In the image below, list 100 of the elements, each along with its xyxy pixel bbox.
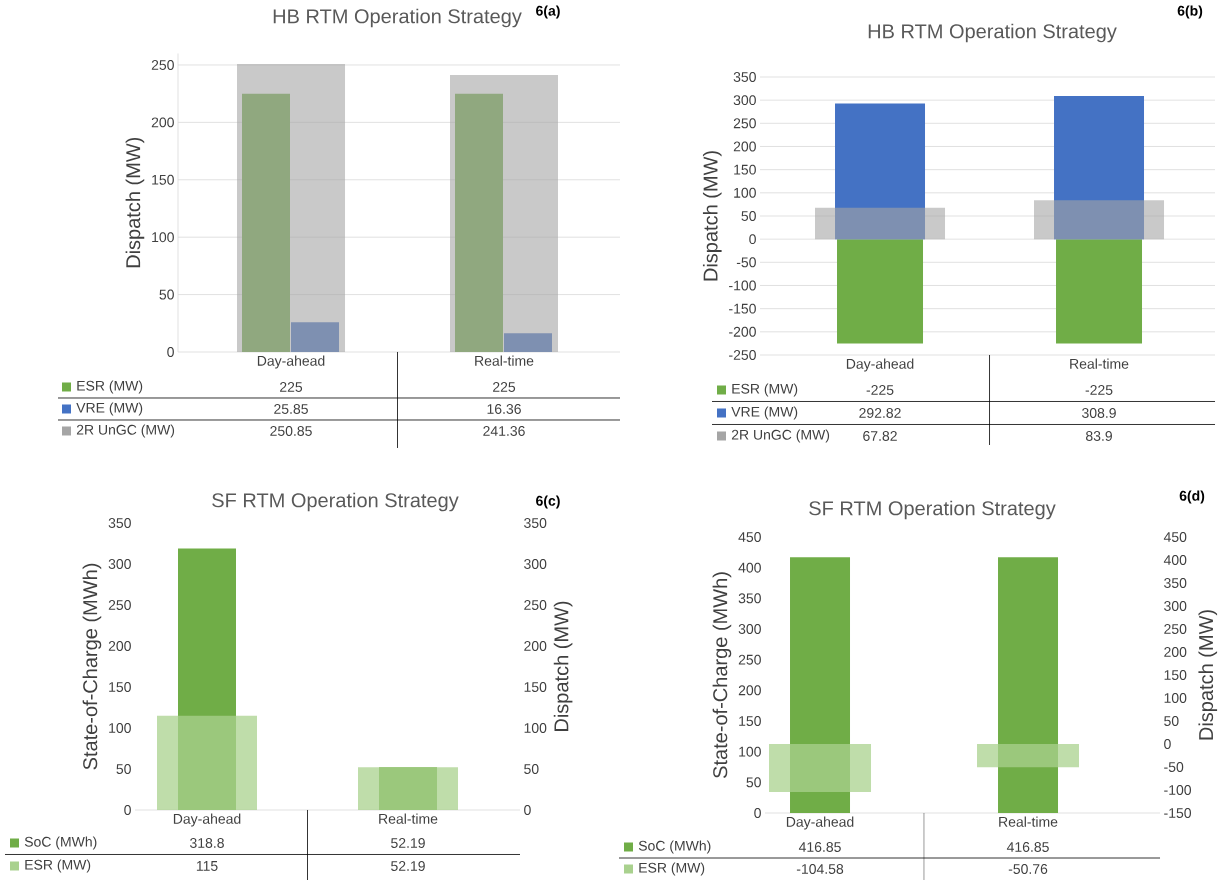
y2-tick-label: -50 [1164, 762, 1184, 772]
y-tick-label: 350 [733, 72, 756, 82]
y-tick-label: 200 [738, 685, 761, 696]
y2-tick-label: 200 [524, 641, 547, 651]
y-tick-label: 350 [738, 593, 761, 604]
data-label: 52.19 [391, 861, 425, 871]
y-tick-label: 150 [734, 164, 756, 175]
y-tick-label: 300 [108, 559, 131, 569]
legend-label: VRE (MW) [731, 406, 798, 420]
y-tick-label: 450 [738, 532, 761, 542]
y-tick-label: -50 [736, 257, 756, 268]
y-tick-label: 100 [739, 746, 761, 757]
y-tick-label: 150 [152, 174, 174, 185]
data-label: 225 [280, 382, 303, 392]
data-label: -225 [1085, 385, 1113, 395]
y-tick-label: 0 [754, 808, 761, 818]
y-tick-label: 50 [159, 289, 174, 300]
y2-tick-label: 100 [1164, 693, 1187, 703]
y2-tick-label: 350 [1164, 578, 1187, 588]
data-label: 83.9 [1086, 431, 1112, 441]
y-tick-label: 300 [733, 95, 756, 106]
data-label: 25.85 [274, 404, 308, 414]
text: 6(a) [536, 5, 560, 19]
y-tick-label: 100 [109, 723, 131, 733]
chart-title: SF RTM Operation Strategy [212, 492, 459, 512]
legend-label: ESR (MW) [25, 859, 91, 873]
legend-label: ESR (MW) [639, 862, 705, 876]
y-tick-label: -150 [729, 303, 756, 314]
data-label: 416.85 [798, 842, 841, 852]
y2-tick-label: 100 [524, 723, 547, 733]
y2-tick-label: 50 [524, 764, 539, 774]
y-tick-label: 50 [741, 211, 756, 221]
x-tick-label: Real-time [1070, 358, 1129, 369]
y2-tick-label: 450 [1163, 532, 1187, 542]
x-tick-label: Day-ahead [786, 816, 854, 830]
text: 6(c) [536, 495, 560, 509]
data-label: 308.9 [1082, 408, 1116, 418]
x-tick-label: Real-time [999, 816, 1058, 827]
data-label: 318.8 [190, 838, 224, 848]
y2-tick-label: 300 [524, 559, 547, 569]
data-label: 292.82 [859, 408, 901, 418]
y2-tick-label: 0 [524, 805, 531, 815]
y-tick-label: 300 [738, 624, 761, 634]
chart-title: SF RTM Operation Strategy [809, 500, 1056, 520]
data-label: -104.58 [796, 864, 844, 874]
data-label: 16.36 [487, 404, 521, 414]
x-tick-label: Real-time [379, 813, 438, 824]
y2-tick-label: 350 [524, 518, 547, 528]
y-axis-title: State-of-Charge (MWh) [82, 563, 102, 770]
text: 6(b) [1177, 5, 1203, 19]
y-tick-label: 250 [738, 654, 761, 665]
y-tick-label: 0 [749, 234, 756, 245]
legend-label: SoC (MWh) [24, 836, 97, 850]
y2-tick-label: 400 [1163, 555, 1187, 565]
y-axis-title: Dispatch (MW) [702, 151, 722, 281]
x-tick-label: Day-ahead [173, 813, 241, 827]
y-axis-title: State-of-Charge (MWh) [712, 572, 732, 779]
x-tick-label: Day-ahead [846, 358, 914, 372]
y-tick-label: 200 [108, 641, 131, 651]
data-label: -225 [866, 385, 894, 395]
y-tick-label: 150 [109, 682, 131, 692]
y2-tick-label: 150 [1164, 670, 1187, 680]
data-label: 416.85 [1006, 842, 1049, 852]
legend-label: SoC (MWh) [638, 840, 711, 854]
data-label: 67.82 [863, 431, 897, 441]
y-tick-label: 100 [734, 187, 756, 198]
y2-axis-title: Dispatch (MW) [1198, 610, 1218, 740]
y-tick-label: 0 [167, 347, 174, 357]
y-tick-label: 50 [746, 777, 761, 788]
y-tick-label: 250 [733, 118, 756, 129]
y-tick-label: -250 [729, 350, 756, 360]
legend-label: VRE (MW) [76, 402, 143, 416]
text: 6(d) [1179, 490, 1205, 504]
y-tick-label: -100 [729, 280, 756, 291]
y-tick-label: 0 [124, 805, 131, 815]
legend-label: 2R UnGC (MW) [76, 424, 175, 438]
y-tick-label: 250 [151, 60, 174, 70]
y2-tick-label: 250 [524, 600, 547, 610]
y-tick-label: -200 [729, 326, 756, 337]
y2-tick-label: 50 [1164, 716, 1179, 726]
y-tick-label: 100 [152, 232, 174, 243]
y-tick-label: 350 [108, 518, 131, 528]
data-label: 115 [196, 861, 218, 871]
legend-label: 2R UnGC (MW) [731, 429, 830, 443]
data-label: 250.85 [270, 426, 312, 436]
y-tick-label: 200 [733, 141, 756, 152]
legend-label: ESR (MW) [77, 380, 143, 394]
y-axis-title: Dispatch (MW) [125, 137, 145, 268]
x-tick-label: Real-time [475, 355, 534, 366]
data-label: 52.19 [391, 838, 425, 848]
y2-tick-label: 300 [1164, 601, 1187, 611]
x-tick-label: Day-ahead [257, 355, 325, 369]
y2-tick-label: 0 [1164, 739, 1171, 749]
y-tick-label: 200 [151, 117, 174, 128]
y2-tick-label: -150 [1164, 808, 1192, 818]
y2-tick-label: 250 [1164, 624, 1187, 634]
y-tick-label: 250 [108, 600, 131, 610]
y2-tick-label: 200 [1164, 647, 1187, 657]
legend-label: ESR (MW) [732, 383, 798, 397]
y2-tick-label: 150 [524, 682, 547, 692]
